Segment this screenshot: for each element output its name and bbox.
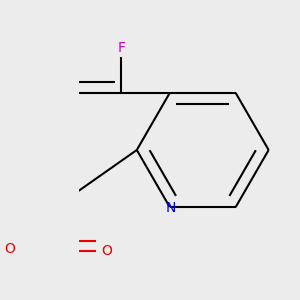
Text: N: N bbox=[166, 201, 176, 215]
Text: O: O bbox=[101, 244, 112, 258]
Text: F: F bbox=[118, 41, 125, 55]
Text: O: O bbox=[4, 242, 15, 256]
